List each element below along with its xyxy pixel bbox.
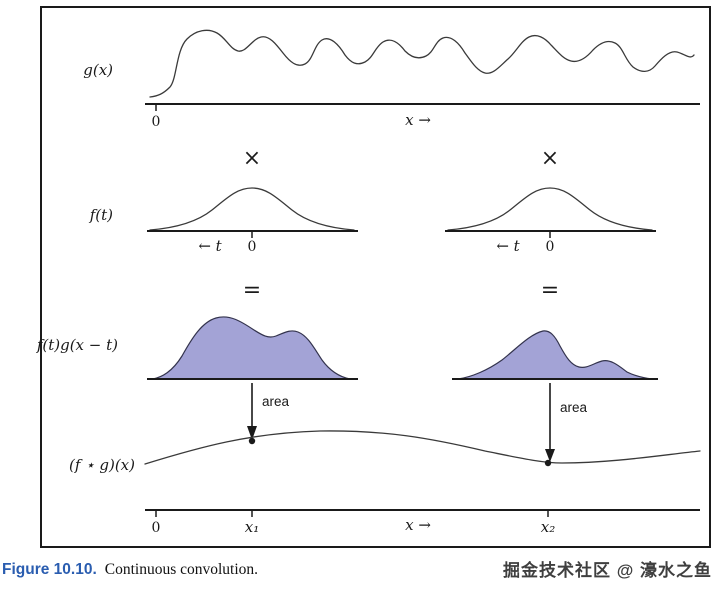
conv-label: (f ⋆ g)(x) xyxy=(69,456,135,474)
conv-curve xyxy=(144,430,701,465)
g-signal-curve xyxy=(149,29,695,98)
f-axis-left-t-arrow: ← t xyxy=(198,237,222,255)
f-axis-right-t-arrow: ← t xyxy=(496,237,520,255)
f-axis-left-origin: 0 xyxy=(248,239,257,255)
figure-caption-number: Figure 10.10. xyxy=(2,561,97,578)
times-sign-left: × xyxy=(243,146,261,171)
product-region-left xyxy=(152,316,351,380)
f-axis-right-origin: 0 xyxy=(546,239,555,255)
conv-axis-origin-label: 0 xyxy=(152,520,161,536)
g-axis-origin-label: 0 xyxy=(152,114,161,130)
area-label-right: area xyxy=(560,400,588,415)
conv-sample-dot-x2 xyxy=(544,459,552,467)
area-arrowhead-left xyxy=(247,426,257,440)
g-axis-x-arrow: x → xyxy=(405,111,431,129)
product-label: f(t)g(x − t) xyxy=(36,336,118,354)
product-region-right xyxy=(457,330,653,380)
area-label-left: area xyxy=(262,394,290,409)
f-kernel-right xyxy=(447,187,653,231)
conv-axis-x1-label: x₁ xyxy=(245,518,259,536)
equals-sign-left: = xyxy=(243,278,261,303)
g-label: g(x) xyxy=(83,61,113,79)
conv-sample-dot-x1 xyxy=(248,437,256,445)
f-kernel-left xyxy=(149,187,355,231)
times-sign-right: × xyxy=(541,146,559,171)
area-arrowhead-right xyxy=(545,449,555,462)
figure-border xyxy=(40,6,711,548)
equals-sign-right: = xyxy=(541,278,559,303)
conv-axis-x2-label: x₂ xyxy=(541,518,555,536)
f-label: f(t) xyxy=(89,206,113,224)
figure-caption-text: Continuous convolution. xyxy=(104,561,259,578)
watermark-text: 掘金技术社区 @ 濠水之鱼 xyxy=(502,561,712,580)
conv-axis-x-arrow: x → xyxy=(405,516,431,534)
figure-caption: Figure 10.10. Continuous convolution. xyxy=(2,561,258,579)
